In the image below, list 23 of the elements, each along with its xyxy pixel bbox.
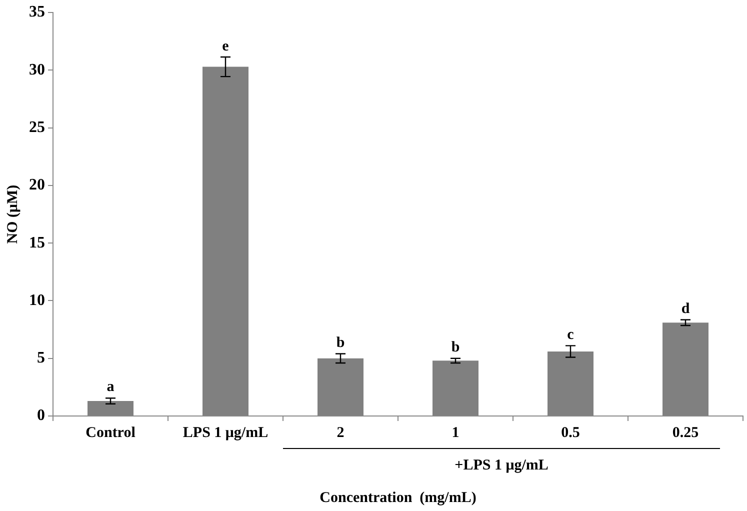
x-tick-label: 0.5 (561, 424, 580, 441)
y-tick-label: 35 (29, 4, 45, 21)
y-tick-label: 20 (29, 176, 45, 194)
x-tick-label: Control (86, 424, 136, 441)
y-tick-label: 30 (29, 61, 45, 78)
y-tick-label: 15 (29, 234, 45, 252)
x-tick-label: 2 (336, 424, 344, 441)
x-tick-label: LPS 1 μg/mL (182, 424, 268, 441)
y-axis-title: NO (μM) (4, 184, 21, 244)
x-axis-title: Concentration (mg/mL) (320, 490, 476, 506)
annotation: c (567, 327, 574, 344)
annotation: d (681, 301, 690, 318)
x-tick-label: 1 (452, 424, 460, 441)
y-tick-label: 25 (29, 119, 45, 136)
text: +LPS 1 μg/mL (454, 457, 548, 474)
annotation: b (336, 335, 345, 352)
annotation: e (222, 38, 230, 54)
y-tick-label: 5 (37, 350, 45, 367)
y-tick-label: 0 (37, 407, 45, 424)
annotation: b (451, 340, 460, 356)
annotation: a (106, 378, 115, 395)
x-tick-label: 0.25 (672, 424, 699, 441)
y-tick-label: 10 (29, 292, 45, 309)
